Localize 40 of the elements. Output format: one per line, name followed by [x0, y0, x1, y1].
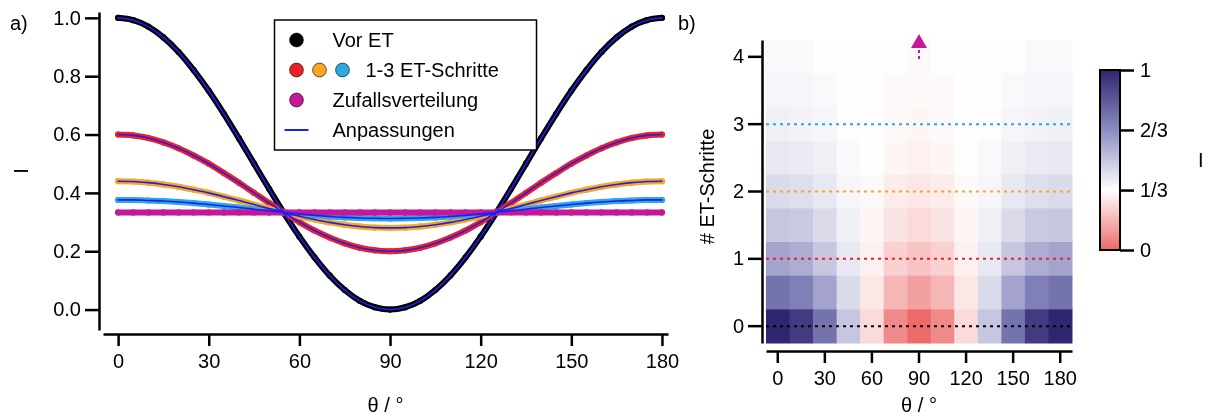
- color-bar-label: 1/3: [1140, 178, 1168, 201]
- color-bar-label: 1: [1140, 58, 1152, 81]
- y-tick-label: 1: [732, 247, 744, 270]
- color-bar-title: I: [1198, 149, 1204, 171]
- y-tick-label: 0.8: [53, 65, 81, 88]
- y-tick-label: 2: [732, 179, 744, 202]
- color-bar-label: 0: [1140, 238, 1152, 261]
- y-tick-label: 0.6: [53, 123, 81, 146]
- x-tick-label: 0: [772, 367, 784, 390]
- x-tick-label: 150: [555, 350, 589, 373]
- x-axis-title: θ / °: [901, 394, 937, 416]
- x-tick-label: 60: [288, 350, 312, 373]
- y-tick-label: 0.2: [53, 240, 81, 263]
- x-tick-label: 90: [379, 350, 402, 373]
- x-tick-label: 90: [907, 367, 931, 390]
- color-bar-label: 2/3: [1140, 118, 1168, 141]
- legend-label: Zufallsverteilung: [332, 89, 479, 111]
- legend-label: Anpassungen: [332, 119, 455, 141]
- x-tick-label: 180: [645, 350, 680, 373]
- x-tick-label: 120: [464, 350, 498, 373]
- y-tick-label: 0.0: [53, 298, 81, 321]
- legend-label: Vor ET: [332, 29, 394, 51]
- x-tick-label: 120: [949, 367, 983, 390]
- y-axis-title: I: [10, 168, 32, 174]
- x-tick-label: 30: [813, 367, 836, 390]
- y-axis-title: # ET-Schritte: [696, 128, 718, 245]
- y-tick-label: 4: [732, 45, 744, 68]
- text: a): [10, 12, 28, 34]
- x-tick-label: 60: [860, 367, 884, 390]
- x-tick-label: 0: [113, 350, 125, 373]
- y-tick-label: 0.4: [53, 181, 81, 204]
- y-tick-label: 0: [732, 314, 744, 337]
- text: b): [678, 12, 696, 34]
- x-tick-label: 180: [1043, 367, 1077, 390]
- legend-label: 1-3 ET-Schritte: [365, 59, 499, 81]
- x-axis-title: θ / °: [367, 394, 404, 416]
- x-tick-label: 30: [198, 350, 221, 373]
- y-tick-label: 1.0: [53, 6, 81, 29]
- x-tick-label: 150: [996, 367, 1030, 390]
- y-tick-label: 3: [732, 112, 744, 135]
